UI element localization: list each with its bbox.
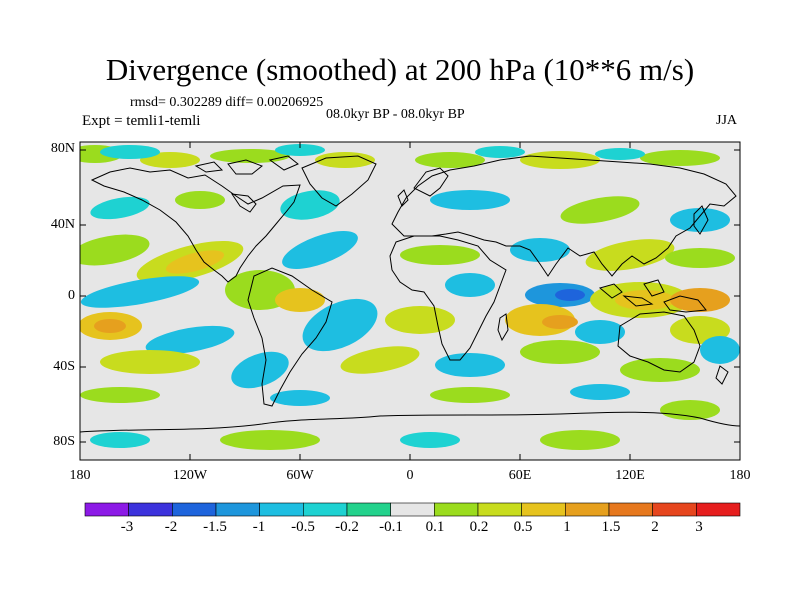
colorbar-swatch	[652, 502, 697, 517]
axis-ticks	[79, 142, 741, 460]
field-patch	[570, 384, 630, 400]
lat-tick-label: 0	[68, 288, 75, 303]
colorbar-label: -1.5	[203, 519, 227, 535]
colorbar-label: -0.2	[335, 519, 359, 535]
colorbar-label: -0.5	[291, 519, 315, 535]
colorbar-swatch	[128, 502, 173, 517]
colorbar-swatch	[608, 502, 653, 517]
lon-tick-label: 60E	[508, 468, 532, 483]
field-patch	[595, 148, 645, 160]
field-patch	[90, 432, 150, 448]
field-patch	[80, 234, 150, 266]
field-patch	[585, 239, 675, 271]
colorbar-label: 0.1	[425, 519, 445, 535]
field-patch	[510, 238, 570, 262]
lat-tick-label: 40N	[50, 217, 75, 232]
field-patch	[400, 245, 480, 265]
colorbar-swatch	[215, 502, 260, 517]
colorbar-swatch	[696, 502, 741, 517]
colorbar-label: -0.1	[379, 519, 403, 535]
field-patch	[620, 358, 700, 382]
field-patch	[660, 400, 720, 420]
lat-tick-label: 40S	[53, 359, 75, 374]
field-patch	[80, 276, 200, 308]
coastlines	[80, 155, 740, 433]
stats-text: rmsd= 0.302289 diff= 0.00206925	[130, 95, 324, 110]
colorbar-label: 1.5	[601, 519, 621, 535]
field-patch	[315, 152, 375, 168]
colorbar-label: 2	[651, 519, 659, 535]
field-patch	[445, 273, 495, 297]
lon-tick-label: 120E	[615, 468, 645, 483]
field-patch	[670, 208, 730, 232]
field-patch	[542, 315, 578, 329]
colorbar-label: -2	[164, 519, 178, 535]
colorbar-swatch	[259, 502, 304, 517]
divergence-field	[80, 144, 740, 450]
colorbar-swatch	[434, 502, 479, 517]
field-patch	[140, 152, 200, 168]
field-patch	[145, 325, 235, 355]
colorbar-swatch	[565, 502, 610, 517]
field-patch	[100, 145, 160, 159]
field-patch	[575, 320, 625, 344]
colorbar-label: -1	[252, 519, 266, 535]
colorbar-swatch	[477, 502, 522, 517]
field-patch	[540, 430, 620, 450]
colorbar-swatch	[346, 502, 391, 517]
field-patch	[231, 351, 289, 389]
colorbar-label: -3	[120, 519, 134, 535]
field-patch	[400, 432, 460, 448]
colorbar-swatch	[172, 502, 217, 517]
field-patch	[670, 288, 730, 312]
field-patch	[275, 288, 325, 312]
lon-tick-label: 0	[406, 468, 414, 483]
field-patch	[430, 190, 510, 210]
field-patch	[415, 152, 485, 168]
field-patch	[430, 387, 510, 403]
colorbar-label: 0.5	[513, 519, 533, 535]
field-patch	[270, 390, 330, 406]
season-label: JJA	[716, 113, 738, 128]
field-patch	[555, 289, 585, 301]
field-patch	[340, 346, 420, 374]
colorbar-swatch	[390, 502, 435, 517]
lon-tick-label: 60W	[286, 468, 314, 483]
experiment-text: Expt = temli1-temli	[82, 113, 201, 129]
field-patch	[80, 387, 160, 403]
field-patch	[475, 146, 525, 158]
colorbar-swatch	[84, 502, 129, 517]
field-patch	[302, 298, 378, 352]
field-patch	[385, 306, 455, 334]
field-patch	[175, 191, 225, 209]
lat-tick-label: 80N	[50, 141, 75, 156]
colorbar-swatch	[303, 502, 348, 517]
colorbar	[84, 502, 741, 517]
colorbar-swatch	[521, 502, 566, 517]
field-patch	[90, 196, 150, 220]
field-patch	[94, 319, 126, 333]
lat-tick-label: 80S	[53, 434, 75, 449]
field-patch	[165, 250, 225, 274]
lon-tick-label: 120W	[172, 468, 208, 483]
field-patch	[640, 150, 720, 166]
field-patch	[282, 231, 358, 269]
lon-tick-label: 180	[729, 468, 751, 483]
colorbar-label: 0.2	[469, 519, 489, 535]
field-patch	[665, 248, 735, 268]
lon-tick-label: 180	[69, 468, 91, 483]
colorbar-label: 3	[695, 519, 703, 535]
field-patch	[435, 353, 505, 377]
field-patch	[520, 151, 600, 169]
period-text: 08.0kyr BP - 08.0kyr BP	[326, 107, 465, 122]
chart-title: Divergence (smoothed) at 200 hPa (10**6 …	[105, 52, 695, 87]
colorbar-label: 1	[563, 519, 571, 535]
field-patch	[100, 350, 200, 374]
field-patch	[560, 196, 640, 224]
field-patch	[220, 430, 320, 450]
field-patch	[700, 336, 740, 364]
field-patch	[520, 340, 600, 364]
field-patch	[275, 144, 325, 156]
